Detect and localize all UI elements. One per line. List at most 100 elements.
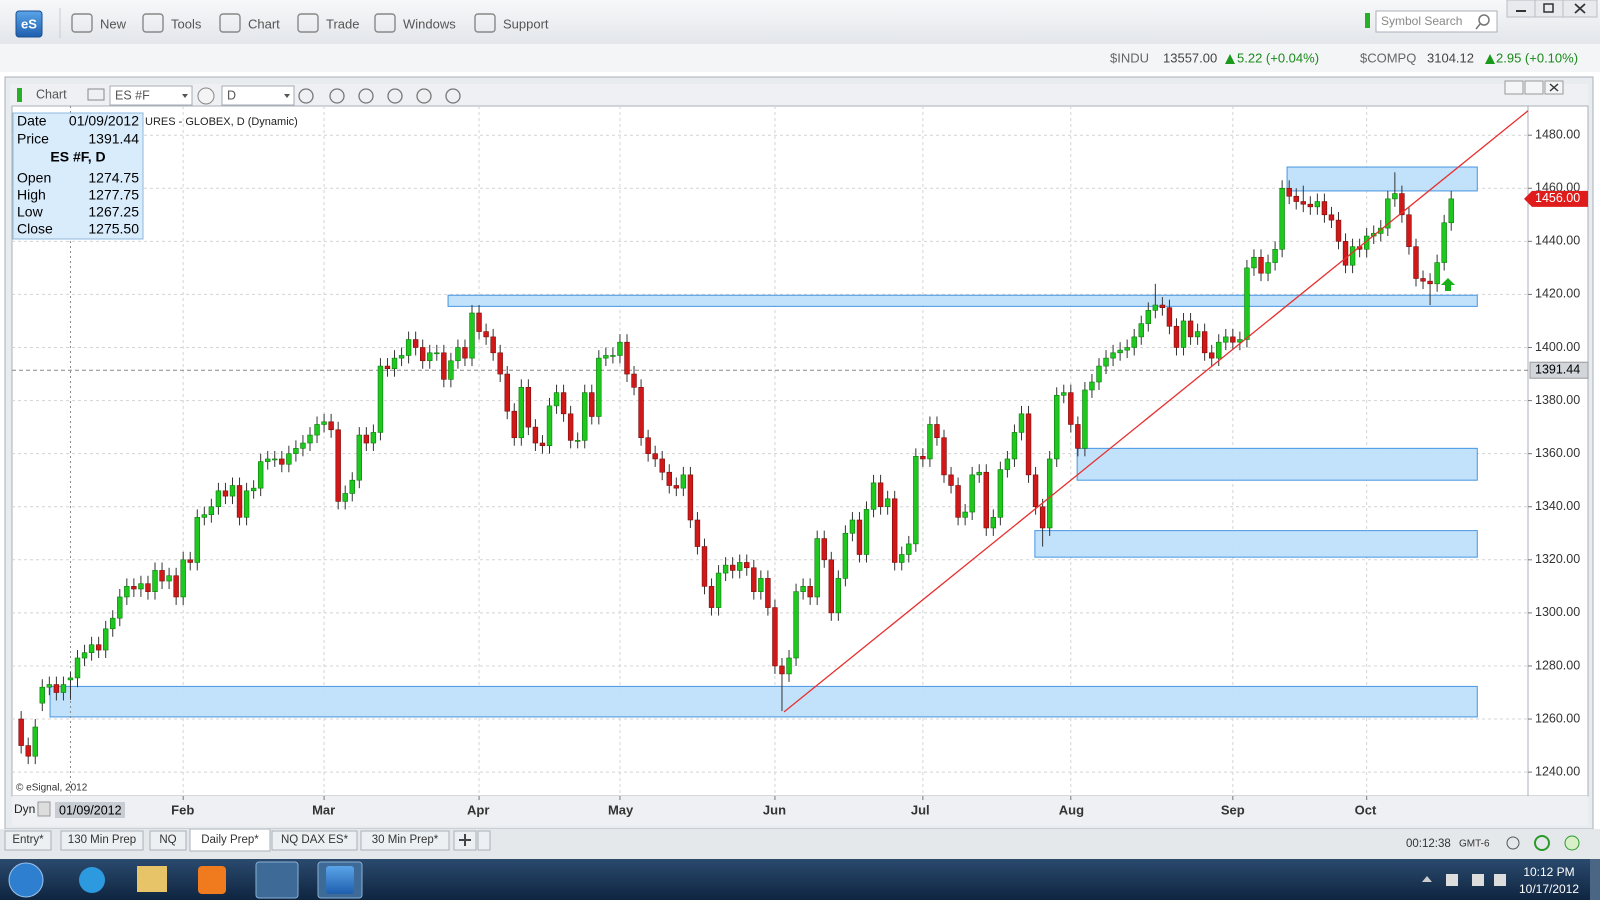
copyright: © eSignal, 2012 (16, 783, 88, 794)
start-button[interactable] (8, 862, 44, 898)
menu-icon (142, 13, 164, 33)
candle-body (560, 392, 567, 415)
taskbar-app[interactable] (255, 861, 299, 899)
candle-body (828, 559, 834, 614)
candle-body (927, 424, 933, 460)
y-tick-label: 1340.00 (1535, 499, 1580, 513)
symbol-text: ES #F (115, 88, 150, 102)
tab-menu[interactable] (477, 830, 491, 851)
taskbar-app[interactable] (137, 866, 167, 892)
candle-body (1314, 201, 1321, 208)
candle-body (46, 684, 53, 688)
candle-body (546, 405, 553, 446)
menu-item[interactable]: New (71, 13, 127, 33)
settings-button[interactable] (197, 87, 215, 105)
candle-body (962, 511, 968, 518)
candle-body (272, 458, 278, 461)
candle-body (1124, 347, 1130, 351)
y-tick-label: 1280.00 (1535, 658, 1580, 672)
tab[interactable] (271, 830, 358, 851)
menu-label: Trade (326, 16, 359, 31)
ticker-change: 5.22 (+0.04%) (1237, 50, 1319, 65)
menu-icon (297, 13, 319, 33)
candle-body (624, 341, 630, 375)
candle-body (532, 426, 539, 444)
candle-body (539, 442, 546, 446)
chart-restore[interactable] (1524, 80, 1544, 95)
tool-button[interactable] (298, 88, 314, 104)
candle-body (483, 331, 489, 338)
show-desktop[interactable] (1590, 859, 1600, 900)
clock-date: 10/17/2012 (1519, 882, 1579, 896)
menu-item[interactable]: Support (474, 13, 549, 33)
tray-icon[interactable] (1446, 874, 1458, 886)
candle-body (708, 586, 715, 608)
minimize-button[interactable] (1506, 0, 1536, 18)
candle-body (758, 578, 764, 592)
clock-icon[interactable] (1506, 836, 1520, 850)
candle-body (1244, 267, 1250, 340)
data-value: 1275.50 (88, 221, 139, 237)
search-box[interactable] (1375, 10, 1498, 33)
link-indicator (17, 88, 22, 102)
tool-button[interactable] (416, 88, 432, 104)
candle-body (1208, 352, 1215, 359)
candle-body (1075, 424, 1081, 449)
crosshair-price-box (1529, 361, 1589, 379)
tool-button[interactable] (358, 88, 374, 104)
candle-body (1335, 219, 1342, 242)
candle-body (1258, 256, 1264, 274)
tray-icon[interactable] (1472, 874, 1484, 886)
chart-minimize[interactable] (1504, 80, 1524, 95)
candle-body (293, 448, 299, 454)
taskbar-app[interactable] (79, 867, 105, 893)
ticker-last: 3104.12 (1427, 50, 1474, 65)
price-axis (1527, 105, 1589, 797)
tray-arrow[interactable] (1422, 876, 1432, 882)
x-tick-label: Apr (467, 802, 489, 817)
tab[interactable] (4, 830, 52, 851)
data-value: 1277.75 (88, 187, 139, 203)
up-arrow (1225, 54, 1235, 64)
interval-input[interactable] (221, 85, 295, 106)
tray-icon[interactable] (1494, 874, 1506, 886)
menu-item[interactable]: Windows (374, 13, 456, 33)
search-icon[interactable] (1478, 14, 1490, 26)
logo-box[interactable] (15, 10, 43, 38)
lock-icon[interactable] (37, 801, 51, 817)
candle-body (821, 538, 827, 561)
x-tick-label: Mar (312, 802, 335, 817)
symbol-input[interactable] (109, 85, 193, 106)
candle-body (786, 657, 792, 675)
candle-body (1194, 331, 1201, 338)
ticker-change: 2.95 (+0.10%) (1496, 50, 1578, 65)
candle-body (1441, 222, 1447, 263)
candle-body (1413, 246, 1419, 279)
candle-body (1068, 392, 1074, 425)
candle-body (920, 456, 926, 460)
y-tick-label: 1420.00 (1535, 287, 1580, 301)
candle-body (1061, 392, 1067, 396)
candle-body (194, 517, 200, 563)
refresh-icon[interactable] (1534, 835, 1550, 851)
tab[interactable] (149, 830, 187, 851)
menu-item[interactable]: Tools (142, 13, 202, 33)
candle-body (849, 519, 856, 534)
tab[interactable] (360, 830, 450, 851)
candle-body (687, 474, 694, 521)
candle-body (74, 657, 81, 679)
tab[interactable] (189, 828, 271, 852)
taskbar-app[interactable] (198, 866, 226, 894)
help-icon[interactable] (1564, 835, 1580, 851)
menu-item[interactable]: Trade (297, 13, 359, 33)
restore-button[interactable] (1534, 0, 1564, 18)
data-value: 1274.75 (88, 170, 139, 186)
zone (49, 685, 1478, 718)
tool-button[interactable] (329, 88, 345, 104)
tab[interactable] (60, 830, 144, 851)
tool-button[interactable] (387, 88, 403, 104)
candle-body (1011, 432, 1018, 460)
candle-body (25, 745, 31, 757)
tool-button[interactable] (445, 88, 461, 104)
menu-item[interactable]: Chart (219, 13, 280, 33)
